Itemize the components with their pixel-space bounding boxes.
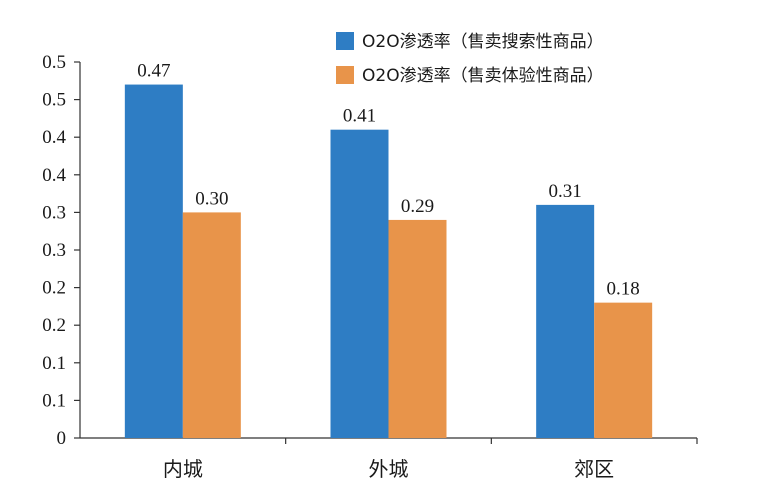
data-labels: 0.47 0.30 0.41 0.29 0.31 0.18 [137,61,640,300]
y-axis: 0 0.1 0.1 0.2 0.2 0.3 0.3 0.4 0.4 0.5 0.5 [42,52,81,449]
y-tick-label: 0.2 [42,315,66,336]
bar-search-goods [330,129,389,438]
data-label: 0.29 [401,196,434,217]
y-tick-label: 0.4 [42,127,66,148]
legend-swatch-search-goods [336,32,354,50]
bar-search-goods [536,204,595,438]
y-tick-label: 0.4 [42,165,66,186]
bar-experience-goods [594,302,653,438]
category-label: 郊区 [574,457,614,481]
bars [124,84,653,438]
y-tick-label: 0.2 [42,278,66,299]
category-label: 外城 [369,457,409,481]
legend: O2O渗透率（售卖搜索性商品） O2O渗透率（售卖体验性商品） [336,32,604,86]
legend-swatch-experience-goods [336,66,354,84]
y-tick-label: 0.5 [42,90,66,111]
bar-experience-goods [182,212,241,438]
legend-label-search-goods: O2O渗透率（售卖搜索性商品） [362,32,604,52]
data-label: 0.30 [195,188,228,209]
y-tick-label: 0.3 [42,240,66,261]
y-tick-label: 0.1 [42,353,66,374]
y-tick-label: 0 [57,428,67,449]
bar-search-goods [124,84,183,438]
y-tick-label: 0.1 [42,390,66,411]
x-axis: 内城 外城 郊区 [80,437,698,481]
data-label: 0.41 [343,106,376,127]
data-label: 0.31 [549,181,582,202]
bar-experience-goods [388,219,447,438]
y-tick-label: 0.3 [42,202,66,223]
y-tick-label: 0.5 [42,52,66,73]
category-label: 内城 [163,457,203,481]
legend-label-experience-goods: O2O渗透率（售卖体验性商品） [362,66,604,86]
data-label: 0.18 [607,279,640,300]
data-label: 0.47 [137,61,170,82]
